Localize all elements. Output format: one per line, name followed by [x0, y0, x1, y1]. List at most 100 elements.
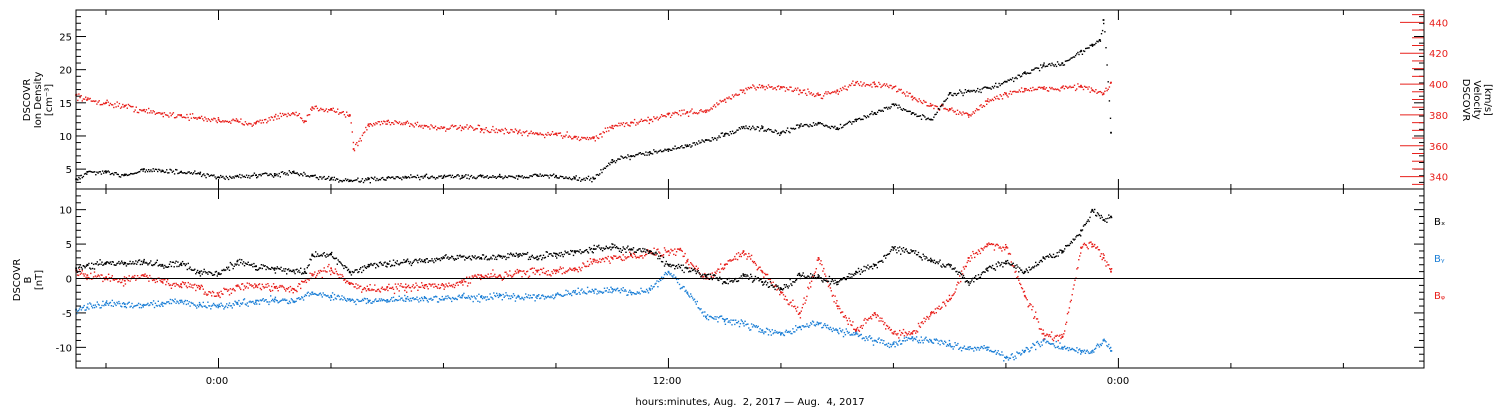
- data-point: [342, 299, 344, 301]
- data-point: [930, 339, 932, 342]
- data-point: [224, 306, 226, 309]
- data-point: [885, 83, 888, 85]
- data-point: [500, 276, 502, 278]
- data-point: [967, 346, 970, 349]
- data-point: [418, 286, 420, 288]
- data-point: [253, 302, 255, 304]
- data-point: [1033, 89, 1035, 91]
- data-point: [241, 263, 244, 265]
- data-point: [121, 106, 123, 108]
- data-point: [1077, 351, 1079, 354]
- data-point: [1006, 81, 1008, 83]
- data-point: [665, 273, 667, 275]
- data-point: [315, 251, 317, 253]
- data-point: [94, 263, 97, 265]
- data-point: [891, 344, 893, 346]
- data-point: [275, 299, 278, 301]
- data-point: [236, 285, 238, 288]
- data-point: [455, 298, 458, 300]
- data-point: [721, 132, 724, 134]
- data-point: [284, 270, 286, 272]
- data-point: [681, 250, 683, 252]
- data-point: [648, 122, 650, 125]
- data-point: [374, 262, 376, 265]
- data-point: [398, 121, 401, 123]
- data-point: [805, 299, 807, 301]
- data-point: [886, 345, 889, 347]
- data-point: [585, 177, 587, 179]
- data-point: [840, 331, 843, 333]
- data-point: [506, 131, 509, 133]
- data-point: [181, 286, 183, 289]
- data-point: [477, 175, 479, 177]
- data-point: [1034, 344, 1036, 346]
- data-point: [1026, 89, 1028, 91]
- data-point: [97, 172, 99, 174]
- data-point: [442, 284, 445, 287]
- data-point: [882, 84, 884, 86]
- data-point: [464, 280, 466, 283]
- data-point: [882, 342, 884, 344]
- data-point: [711, 272, 713, 274]
- data-point: [411, 262, 413, 265]
- data-point: [872, 314, 875, 317]
- data-point: [356, 269, 358, 271]
- data-point: [285, 113, 287, 116]
- data-point: [666, 148, 668, 151]
- data-point: [470, 259, 473, 261]
- data-point: [880, 110, 882, 112]
- top-ylabel-right-2: Velocity: [1471, 80, 1482, 119]
- data-point: [274, 296, 277, 298]
- data-point: [105, 276, 107, 279]
- data-point: [1006, 247, 1009, 249]
- data-point: [863, 82, 865, 84]
- data-point: [344, 298, 346, 300]
- data-point: [742, 125, 745, 128]
- data-point: [898, 337, 900, 339]
- data-point: [1034, 88, 1036, 90]
- data-point: [612, 127, 614, 130]
- data-point: [235, 264, 237, 266]
- data-point: [185, 172, 187, 175]
- data-point: [215, 270, 218, 273]
- data-point: [283, 173, 285, 175]
- data-point: [441, 283, 443, 285]
- data-point: [1102, 339, 1105, 342]
- data-point: [380, 287, 383, 290]
- data-point: [928, 341, 930, 343]
- data-point: [1106, 344, 1108, 347]
- data-point: [304, 294, 307, 296]
- data-point: [817, 322, 820, 325]
- data-point: [517, 174, 520, 177]
- data-point: [663, 273, 666, 276]
- data-point: [875, 85, 878, 87]
- data-point: [121, 174, 123, 176]
- data-point: [353, 179, 356, 182]
- data-point: [147, 302, 149, 305]
- data-point: [461, 279, 463, 281]
- data-point: [812, 122, 815, 124]
- data-point: [642, 120, 645, 122]
- data-point: [546, 134, 548, 136]
- data-point: [450, 298, 452, 300]
- data-point: [418, 125, 420, 128]
- data-point: [941, 306, 943, 308]
- data-point: [785, 87, 788, 89]
- data-point: [297, 297, 299, 300]
- data-point: [372, 264, 374, 267]
- data-point: [488, 298, 490, 300]
- data-point: [457, 174, 459, 176]
- data-point: [1096, 40, 1098, 42]
- data-point: [435, 295, 437, 297]
- data-point: [200, 175, 203, 178]
- data-point: [829, 287, 832, 289]
- data-point: [689, 296, 691, 298]
- data-point: [571, 250, 574, 252]
- data-point: [302, 299, 305, 301]
- data-point: [455, 258, 458, 260]
- data-point: [876, 341, 878, 343]
- data-point: [963, 92, 965, 94]
- data-point: [546, 174, 548, 176]
- data-point: [413, 175, 415, 178]
- data-point: [555, 255, 557, 257]
